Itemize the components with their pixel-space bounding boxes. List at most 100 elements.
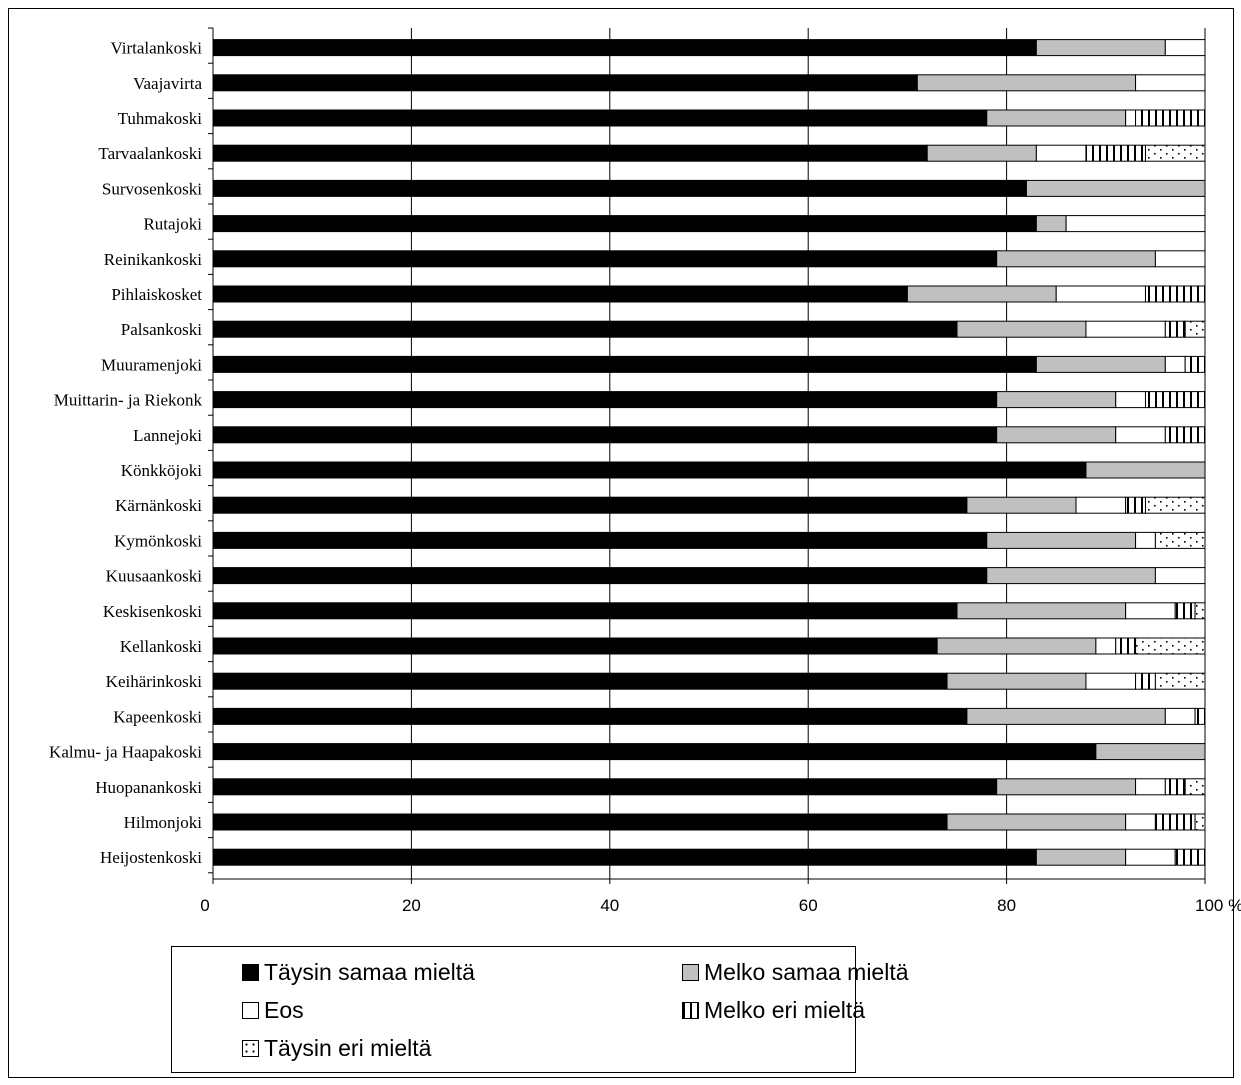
bar-segment: [1075, 496, 1127, 514]
x-tick-label: 60: [799, 896, 818, 915]
bar-segment: [212, 74, 918, 92]
legend-label: Melko samaa mieltä: [704, 959, 909, 985]
category-label: Vaajavirta: [133, 74, 202, 93]
bar-segment: [1164, 355, 1186, 373]
category-label: Rutajoki: [143, 215, 202, 234]
bar-segment: [1125, 813, 1156, 831]
bar-segment: [1065, 215, 1206, 233]
legend-swatch-dots: [242, 1040, 259, 1057]
bar-segment: [996, 250, 1156, 268]
category-label: Kellankoski: [120, 637, 202, 656]
category-label: Tarvaalankoski: [98, 144, 202, 163]
legend-label: Täysin eri mieltä: [264, 1035, 432, 1061]
bar-segment: [956, 320, 1087, 338]
bar-segment: [212, 743, 1097, 761]
category-label: Kapeenkoski: [113, 707, 202, 726]
legend-swatch-gray: [682, 964, 699, 981]
bar-segment: [212, 848, 1037, 866]
bar-segment: [1144, 496, 1206, 514]
legend-item-taysin-eri: Täysin eri mieltä: [242, 1035, 431, 1062]
category-label: Tuhmakoski: [118, 109, 203, 128]
bar-segment: [212, 39, 1037, 57]
bar-segment: [212, 179, 1027, 197]
bar-segment: [1035, 215, 1067, 233]
category-label: Heijostenkoski: [100, 848, 202, 867]
bar-segment: [986, 109, 1127, 127]
category-label: Kuusaankoski: [106, 567, 203, 586]
bar-segment: [966, 707, 1166, 725]
category-label: Könkköjoki: [121, 461, 203, 480]
bar-segment: [212, 602, 958, 620]
bar-segment: [1184, 355, 1206, 373]
bar-segment: [1125, 602, 1176, 620]
x-tick-label: 0: [200, 896, 209, 915]
bar-segment: [1095, 743, 1206, 761]
category-label: Pihlaiskosket: [111, 285, 202, 304]
bar-segment: [1154, 813, 1196, 831]
legend-swatch-stripes: [682, 1002, 699, 1019]
grid-layer: [410, 28, 1206, 879]
bar-segment: [1085, 461, 1206, 479]
bar-segment: [1135, 778, 1166, 796]
bar-segment: [906, 285, 1057, 303]
bar-segment: [1135, 672, 1156, 690]
category-label: Survosenkoski: [102, 179, 202, 198]
bar-segment: [212, 496, 968, 514]
legend-item-eos: Eos: [242, 997, 304, 1024]
bar-segment: [946, 813, 1127, 831]
x-tick-label: 20: [402, 896, 421, 915]
bar-segment: [1174, 602, 1196, 620]
bar-segment: [1164, 320, 1186, 338]
bar-segment: [1125, 848, 1176, 866]
category-label: Huopanankoski: [95, 778, 202, 797]
bar-segment: [212, 637, 938, 655]
bar-segment: [1115, 637, 1137, 655]
axis-layer: [208, 27, 1206, 884]
legend-label: Eos: [264, 997, 304, 1023]
bar-segment: [1164, 39, 1206, 57]
x-tick-label: 100 %: [1195, 896, 1241, 915]
bar-segment: [1194, 602, 1206, 620]
bar-segment: [1055, 285, 1146, 303]
category-label: Muittarin- ja Riekonk: [54, 391, 203, 410]
bar-segment: [212, 567, 988, 585]
bar-segment: [1025, 179, 1206, 197]
bar-segment: [1144, 391, 1206, 409]
bar-segment: [1135, 109, 1206, 127]
category-label: Virtalankoski: [110, 39, 202, 58]
bar-segment: [1184, 778, 1206, 796]
bar-segment: [212, 531, 988, 549]
bar-segment: [1135, 637, 1206, 655]
bar-segment: [1115, 391, 1146, 409]
labels-layer: Virtalankoski Vaajavirta Tuhmakoski Tarvaal…: [49, 39, 1241, 915]
bar-segment: [986, 531, 1137, 549]
legend-label: Melko eri mieltä: [704, 997, 866, 1023]
bar-segment: [212, 707, 968, 725]
bar-segment: [996, 778, 1137, 796]
bar-segment: [1164, 426, 1206, 444]
bar-segment: [1194, 707, 1206, 725]
bars-layer: [212, 39, 1206, 866]
category-label: Hilmonjoki: [124, 813, 203, 832]
bar-segment: [212, 778, 998, 796]
category-label: Reinikankoski: [104, 250, 202, 269]
bar-segment: [212, 250, 998, 268]
bar-segment: [1085, 144, 1146, 162]
bar-segment: [1135, 74, 1206, 92]
bar-segment: [212, 672, 948, 690]
bar-segment: [212, 144, 928, 162]
legend-label: Täysin samaa mieltä: [264, 959, 475, 985]
bar-segment: [1095, 637, 1117, 655]
bar-segment: [1035, 39, 1166, 57]
bar-segment: [212, 320, 958, 338]
bar-segment: [212, 813, 948, 831]
bar-segment: [986, 567, 1156, 585]
category-label: Lannejoki: [133, 426, 202, 445]
bar-segment: [916, 74, 1137, 92]
bar-segment: [1115, 426, 1166, 444]
legend-item-taysin-samaa: Täysin samaa mieltä: [242, 959, 475, 986]
legend-swatch-white: [242, 1002, 259, 1019]
bar-segment: [1184, 320, 1206, 338]
category-label: Kymönkoski: [114, 531, 202, 550]
